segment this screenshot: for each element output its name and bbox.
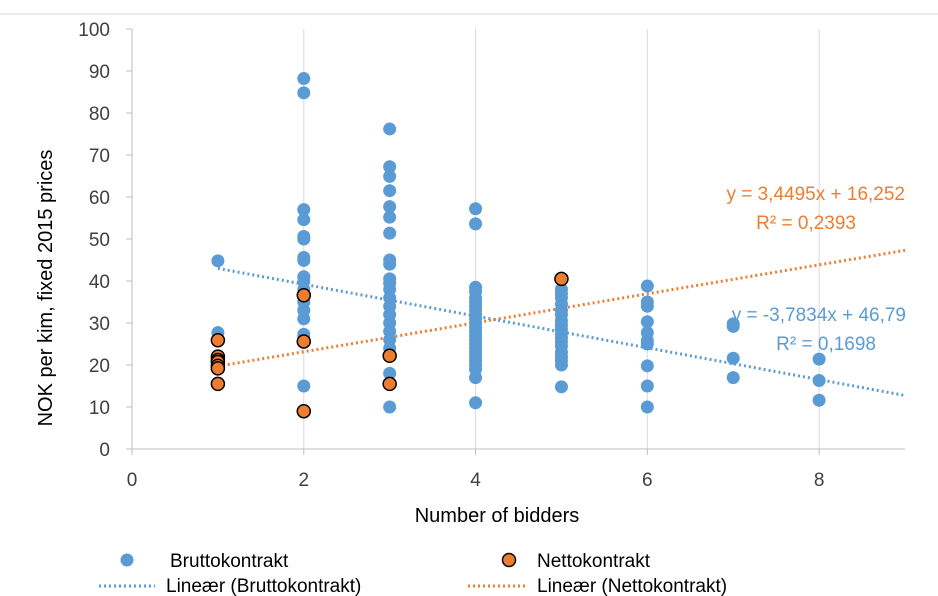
bruttokontrakt-point bbox=[297, 312, 311, 326]
bruttokontrakt-point bbox=[297, 86, 311, 100]
nettokontrakt-point bbox=[554, 271, 569, 287]
y-axis-title: NOK per kim, fixed 2015 prices bbox=[35, 150, 57, 427]
nettokontrakt-point bbox=[296, 288, 312, 303]
y-tick-label-90: 90 bbox=[89, 62, 110, 83]
nettokontrakt-point bbox=[210, 332, 226, 348]
bruttokontrakt-point bbox=[554, 358, 568, 372]
bruttokontrakt-point bbox=[469, 371, 483, 385]
x-tick-label-2: 2 bbox=[298, 470, 309, 491]
tick-labels: 0 10 20 30 40 50 60 70 80 90 100 0 2 4 6 8 bbox=[78, 20, 824, 491]
data-points bbox=[210, 72, 826, 419]
legend-label-bruttokontrakt: Bruttokontrakt bbox=[170, 551, 289, 572]
x-axis-title: Number of bidders bbox=[415, 505, 580, 527]
bruttokontrakt-point bbox=[640, 337, 654, 351]
bruttokontrakt-point bbox=[726, 351, 740, 365]
nettokontrakt-point bbox=[382, 348, 397, 364]
bruttokontrakt-point bbox=[812, 352, 826, 366]
legend: Bruttokontrakt Nettokontrakt Lineær (Bru… bbox=[99, 551, 727, 596]
x-tick-label-4: 4 bbox=[470, 470, 481, 491]
bruttokontrakt-point bbox=[640, 279, 654, 293]
bruttokontrakt-point bbox=[383, 160, 397, 174]
bruttokontrakt-point bbox=[469, 202, 483, 216]
trendlines bbox=[217, 248, 906, 397]
y-tick-label-50: 50 bbox=[89, 230, 110, 251]
bruttokontrakt-point bbox=[383, 366, 397, 380]
nettokontrakt-point bbox=[210, 376, 226, 392]
bruttokontrakt-point bbox=[726, 371, 740, 385]
legend-marker-bruttokontrakt bbox=[120, 553, 134, 567]
bruttokontrakt-point bbox=[640, 359, 654, 373]
bruttokontrakt-point bbox=[383, 226, 397, 240]
bruttokontrakt-point bbox=[383, 200, 397, 214]
y-tick-label-30: 30 bbox=[89, 314, 110, 335]
brutto-trend-r2: R² = 0,1698 bbox=[776, 334, 876, 355]
x-tick-label-0: 0 bbox=[127, 470, 138, 491]
bruttokontrakt-point bbox=[640, 379, 654, 393]
netto-trend-r2: R² = 0,2393 bbox=[756, 213, 856, 234]
bruttokontrakt-point bbox=[469, 396, 483, 410]
brutto-trend-equation: y = -3,7834x + 46,79 bbox=[732, 305, 906, 326]
bruttokontrakt-point bbox=[297, 253, 311, 267]
bruttokontrakt-point bbox=[297, 213, 311, 227]
y-tick-label-20: 20 bbox=[89, 356, 110, 377]
bruttokontrakt-point bbox=[383, 257, 397, 271]
legend-label-brutto-trend: Lineær (Bruttokontrakt) bbox=[166, 576, 361, 596]
bruttokontrakt-point bbox=[297, 203, 311, 217]
bruttokontrakt-point bbox=[383, 169, 397, 183]
bruttokontrakt-point bbox=[383, 400, 397, 414]
bruttokontrakt-point bbox=[640, 400, 654, 414]
legend-marker-nettokontrakt bbox=[501, 552, 517, 568]
legend-label-nettokontrakt: Nettokontrakt bbox=[537, 551, 651, 572]
nettokontrakt-point bbox=[210, 361, 226, 376]
bruttokontrakt-point bbox=[383, 210, 397, 224]
nettokontrakt-point bbox=[296, 403, 312, 419]
trendline-nettokontrakt bbox=[217, 248, 906, 368]
y-tick-label-100: 100 bbox=[78, 20, 110, 41]
y-tick-label-60: 60 bbox=[89, 188, 110, 209]
nettokontrakt-point bbox=[296, 334, 312, 349]
bruttokontrakt-point bbox=[640, 315, 654, 329]
bruttokontrakt-point bbox=[469, 217, 483, 231]
bruttokontrakt-point bbox=[554, 380, 568, 394]
y-tick-label-70: 70 bbox=[89, 146, 110, 167]
trendline-bruttokontrakt bbox=[217, 266, 906, 397]
y-tick-label-10: 10 bbox=[89, 398, 110, 419]
legend-label-netto-trend: Lineær (Nettokontrakt) bbox=[537, 576, 727, 596]
netto-trend-equation: y = 3,4495x + 16,252 bbox=[726, 184, 905, 205]
x-tick-label-8: 8 bbox=[814, 470, 825, 491]
y-tick-label-80: 80 bbox=[89, 104, 110, 125]
bruttokontrakt-point bbox=[383, 122, 397, 136]
bruttokontrakt-point bbox=[297, 232, 311, 246]
y-tick-label-0: 0 bbox=[99, 440, 110, 461]
bruttokontrakt-point bbox=[383, 184, 397, 198]
bruttokontrakt-point bbox=[812, 374, 826, 388]
x-tick-label-6: 6 bbox=[642, 470, 653, 491]
bruttokontrakt-point bbox=[297, 379, 311, 393]
y-tick-label-40: 40 bbox=[89, 272, 110, 293]
axes bbox=[126, 28, 905, 455]
bruttokontrakt-point bbox=[211, 254, 225, 268]
bruttokontrakt-point bbox=[640, 299, 654, 313]
bruttokontrakt-point bbox=[297, 72, 311, 86]
bruttokontrakt-point bbox=[812, 393, 826, 407]
nettokontrakt-point bbox=[382, 376, 397, 392]
bruttokontrakt-point bbox=[726, 319, 740, 333]
